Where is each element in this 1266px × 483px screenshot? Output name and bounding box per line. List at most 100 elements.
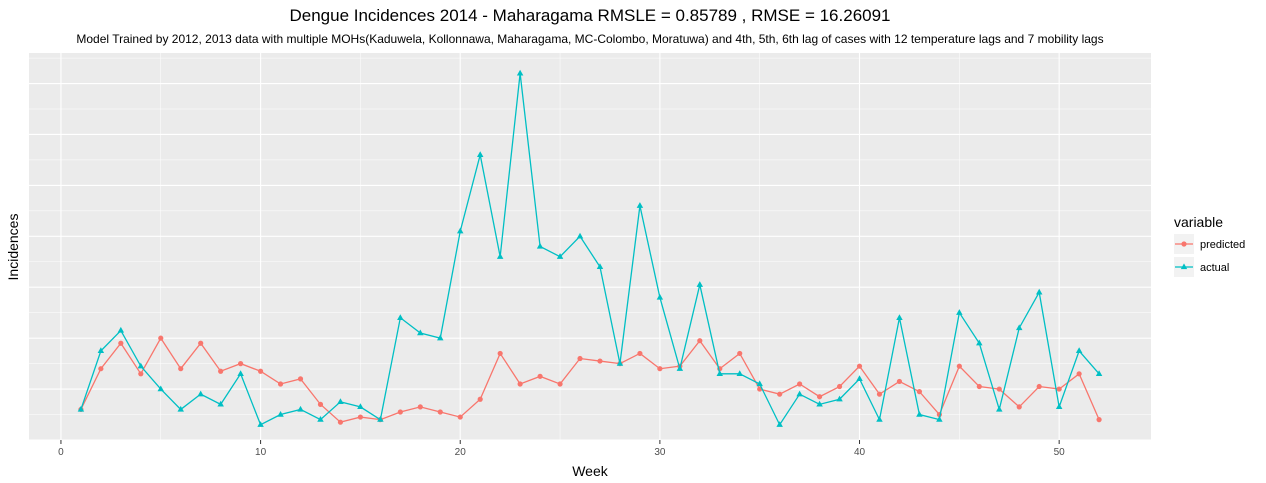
x-tick-label: 20 <box>455 447 467 458</box>
data-point-predicted <box>1016 404 1022 410</box>
data-point-predicted <box>1036 383 1042 390</box>
data-point-predicted <box>856 363 863 369</box>
data-point-predicted <box>836 383 843 390</box>
data-point-actual <box>776 421 783 427</box>
data-point-actual <box>896 314 903 320</box>
data-point-predicted <box>537 373 543 379</box>
data-point-actual <box>916 410 923 417</box>
series-line-actual <box>80 73 1100 427</box>
data-point-predicted <box>337 419 344 425</box>
data-point-predicted <box>277 381 284 387</box>
data-point-predicted <box>397 409 403 415</box>
data-point-predicted <box>557 381 563 387</box>
data-point-actual <box>656 293 664 300</box>
data-point-actual <box>1075 347 1083 354</box>
data-point-predicted <box>816 394 823 400</box>
data-point-predicted <box>597 358 603 364</box>
data-point-actual <box>756 380 763 387</box>
data-point-predicted <box>158 335 164 341</box>
data-point-actual <box>117 326 125 333</box>
data-point-actual <box>676 365 684 371</box>
data-point-actual <box>257 421 264 427</box>
data-point-actual <box>516 69 524 76</box>
data-point-actual <box>417 329 424 336</box>
data-point-predicted <box>357 414 364 420</box>
legend-title: variable <box>1174 214 1223 230</box>
series-actual <box>77 69 1103 427</box>
data-point-predicted <box>178 366 184 372</box>
data-point-actual <box>177 405 184 412</box>
data-point-predicted <box>317 401 324 407</box>
data-point-actual <box>357 403 364 410</box>
chart-title: Dengue Incidences 2014 - Maharagama RMSL… <box>289 6 890 25</box>
data-point-actual <box>237 370 244 376</box>
x-axis-title: Week <box>572 463 609 479</box>
data-point-actual <box>616 360 624 366</box>
series-line-predicted <box>80 336 1100 423</box>
data-point-predicted <box>976 383 982 390</box>
data-point-actual <box>456 227 464 234</box>
legend-item-actual: actual <box>1174 257 1229 277</box>
data-point-actual <box>1015 324 1023 331</box>
legend-item-predicted: predicted <box>1174 234 1245 254</box>
data-point-actual <box>536 242 544 249</box>
data-point-predicted <box>697 338 703 344</box>
data-point-actual <box>476 151 484 158</box>
legend-marker-actual <box>1180 263 1188 270</box>
data-point-predicted <box>797 381 803 387</box>
data-point-actual <box>496 253 504 259</box>
data-point-predicted <box>497 350 503 357</box>
data-point-predicted <box>118 340 124 346</box>
data-point-predicted <box>437 409 443 415</box>
data-point-actual <box>976 339 983 346</box>
data-point-predicted <box>637 350 643 357</box>
x-tick-label: 0 <box>58 447 64 458</box>
data-point-actual <box>1035 288 1043 295</box>
data-point-actual <box>77 405 85 412</box>
data-point-actual <box>956 309 963 315</box>
data-point-predicted <box>916 389 923 395</box>
legend-marker-predicted <box>1181 241 1187 247</box>
x-tick-label: 30 <box>654 447 666 458</box>
data-point-actual <box>996 405 1003 412</box>
data-point-predicted <box>457 414 463 420</box>
data-point-predicted <box>517 381 523 387</box>
data-point-actual <box>736 370 743 376</box>
data-point-actual <box>197 390 204 397</box>
data-point-actual <box>836 395 843 402</box>
data-point-predicted <box>98 366 104 372</box>
data-point-actual <box>816 400 823 407</box>
x-tick-label: 50 <box>1054 447 1066 458</box>
data-point-actual <box>297 405 304 412</box>
data-point-predicted <box>257 368 264 374</box>
data-point-actual <box>1095 370 1103 376</box>
data-point-actual <box>596 263 604 270</box>
data-point-actual <box>556 253 564 259</box>
data-point-predicted <box>417 404 423 410</box>
data-point-actual <box>97 347 105 354</box>
data-point-actual <box>876 416 883 422</box>
legend-label-predicted: predicted <box>1200 239 1245 251</box>
data-point-actual <box>796 390 803 397</box>
data-point-predicted <box>896 378 903 385</box>
data-point-actual <box>856 375 863 382</box>
data-point-predicted <box>657 366 663 372</box>
data-point-predicted <box>218 368 224 374</box>
data-point-predicted <box>238 361 244 367</box>
data-point-predicted <box>577 355 583 362</box>
grid-major <box>29 53 1151 441</box>
data-point-actual <box>1055 403 1063 410</box>
data-point-predicted <box>1056 386 1062 392</box>
data-point-actual <box>397 314 404 320</box>
data-point-predicted <box>1096 417 1102 423</box>
data-point-predicted <box>777 391 783 397</box>
data-point-actual <box>377 416 384 422</box>
data-point-predicted <box>198 340 204 346</box>
data-point-predicted <box>956 363 962 369</box>
data-point-actual <box>277 410 284 417</box>
data-point-actual <box>716 370 724 376</box>
x-tick-label: 40 <box>854 447 866 458</box>
series-layer <box>77 69 1103 427</box>
data-point-actual <box>317 416 324 422</box>
